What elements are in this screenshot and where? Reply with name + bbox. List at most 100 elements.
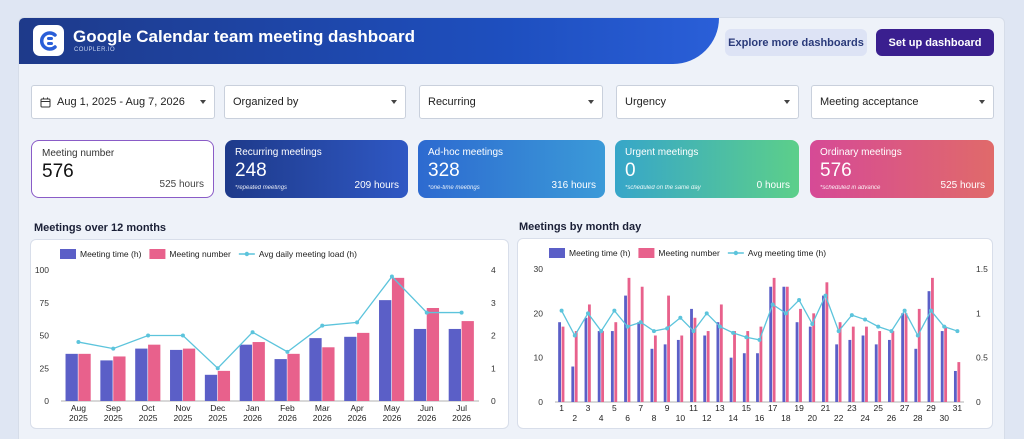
y2-tick-label: 2 [491, 331, 496, 341]
x-tick-label: Oct [141, 403, 155, 413]
line-point [76, 340, 81, 345]
recurring-filter[interactable]: Recurring [419, 85, 603, 119]
line-point [111, 346, 116, 351]
chart-title-months: Meetings over 12 months [34, 222, 167, 234]
bar [217, 370, 231, 401]
line-point [320, 323, 325, 328]
bar [587, 304, 591, 402]
kpi-label: Recurring meetings [235, 147, 322, 158]
x-tick-label-year: 2026 [313, 413, 332, 423]
line-point [915, 333, 920, 338]
x-tick-label: 4 [599, 413, 604, 423]
chevron-down-icon [200, 100, 206, 104]
line-point [810, 321, 815, 326]
bar [769, 286, 773, 402]
y2-tick-label: 0.5 [976, 353, 988, 363]
x-tick-label: 15 [742, 403, 752, 413]
bar [379, 300, 392, 401]
bar [287, 353, 300, 401]
days-chart: Meeting time (h) Meeting number Avg meetin… [534, 248, 988, 423]
date-range-filter[interactable]: Aug 1, 2025 - Aug 7, 2026 [31, 85, 215, 119]
x-tick-label: 25 [874, 403, 884, 413]
bar [904, 313, 908, 402]
bar [729, 357, 733, 402]
chart-card-days: Meeting time (h) Meeting number Avg meetin… [517, 238, 993, 429]
x-tick-label-year: 2026 [417, 413, 436, 423]
kpi-hours: 209 hours [354, 180, 399, 191]
organized-by-filter[interactable]: Organized by [224, 85, 406, 119]
line-point [942, 324, 947, 329]
y-tick-label: 75 [40, 298, 50, 308]
x-tick-label: Nov [175, 403, 191, 413]
legend-swatch [549, 248, 565, 258]
x-tick-label-year: 2025 [69, 413, 88, 423]
kpi-adhoc: Ad-hoc meetings 328 *one-time meetings 3… [418, 140, 605, 198]
kpi-note: *repeated meetings [235, 185, 288, 191]
kpi-hours: 316 hours [551, 180, 596, 191]
bar [808, 326, 812, 402]
kpi-label: Ad-hoc meetings [428, 147, 504, 158]
bar [914, 348, 918, 402]
date-range-value: Aug 1, 2025 - Aug 7, 2026 [57, 96, 185, 108]
chevron-down-icon [979, 100, 985, 104]
bar [719, 304, 723, 402]
y2-tick-label: 0 [491, 396, 496, 406]
header-banner: Google Calendar team meeting dashboard C… [19, 18, 719, 64]
bar [65, 353, 78, 401]
x-tick-label: 28 [913, 413, 923, 423]
urgency-filter[interactable]: Urgency [616, 85, 799, 119]
legend-label: Meeting time (h) [569, 248, 631, 258]
bar [558, 322, 561, 402]
x-tick-label: 1 [559, 403, 564, 413]
acceptance-label: Meeting acceptance [820, 96, 919, 108]
line-point [836, 329, 841, 334]
bar [931, 277, 934, 402]
line-point [355, 320, 360, 325]
setup-dashboard-button[interactable]: Set up dashboard [876, 29, 994, 56]
x-tick-label-year: 2026 [243, 413, 262, 423]
bar [901, 313, 905, 402]
bar [100, 360, 113, 401]
chart-title-days: Meetings by month day [519, 221, 642, 233]
legend-swatch [638, 248, 655, 258]
line-point [612, 308, 617, 313]
line-point [215, 366, 220, 371]
bar [637, 322, 641, 402]
x-tick-label: Mar [315, 403, 330, 413]
line-point [559, 308, 564, 313]
bar [690, 308, 693, 402]
x-tick-label: 22 [834, 413, 844, 423]
x-tick-label: Jul [456, 403, 467, 413]
bar [627, 277, 631, 402]
bar [357, 332, 370, 401]
x-tick-label: 9 [665, 403, 670, 413]
y-tick-label: 0 [538, 397, 543, 407]
x-tick-label: Dec [210, 403, 226, 413]
line-point [572, 333, 577, 338]
acceptance-filter[interactable]: Meeting acceptance [811, 85, 994, 119]
bar [182, 348, 196, 401]
x-tick-label: 17 [768, 403, 778, 413]
kpi-ordinary: Ordinary meetings 576 *scheduled in adva… [810, 140, 994, 198]
x-tick-label: 19 [794, 403, 804, 413]
line-point [955, 329, 960, 334]
x-tick-label-year: 2025 [104, 413, 123, 423]
y2-tick-label: 1 [491, 363, 496, 373]
line-point [757, 337, 762, 342]
bar [940, 331, 944, 402]
line-point [783, 311, 788, 316]
recurring-label: Recurring [428, 96, 476, 108]
x-tick-label: May [384, 403, 401, 413]
calendar-icon [40, 97, 51, 107]
x-tick-label: 6 [625, 413, 630, 423]
x-tick-label: 31 [953, 403, 963, 413]
bar [888, 339, 891, 402]
explore-dashboards-button[interactable]: Explore more dashboards [725, 29, 867, 56]
kpi-hours: 525 hours [940, 180, 985, 191]
x-tick-label: Feb [280, 403, 295, 413]
y-tick-label: 20 [534, 308, 544, 318]
bar [878, 331, 882, 402]
bar [944, 326, 948, 402]
kpi-value: 248 [235, 160, 267, 181]
y-tick-label: 100 [35, 265, 49, 275]
